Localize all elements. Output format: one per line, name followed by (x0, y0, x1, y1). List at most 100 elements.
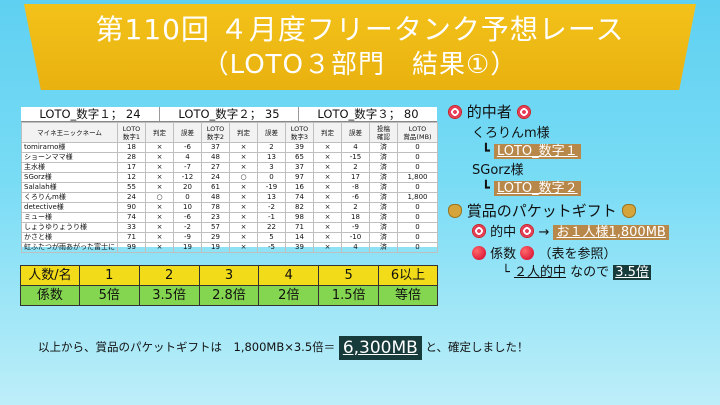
factor-cell: 2倍 (258, 285, 320, 306)
count-cell: 4 (258, 265, 320, 286)
table-cell: × (229, 202, 258, 213)
table-cell: × (313, 242, 342, 253)
table-cell: -2 (257, 202, 286, 213)
table-cell: 17 (117, 162, 146, 173)
scoreboard: LOTO_数字１； 24 LOTO_数字２； 35 LOTO_数字３； 80 マ… (21, 107, 438, 253)
table-header-cell: LOTO 数字2 (201, 122, 230, 143)
total-prize: 6,300MB (338, 335, 422, 360)
table-cell: 57 (201, 222, 230, 233)
table-cell: -1 (257, 212, 286, 223)
table-row: ショーンママ様 28 × 4 48 × 13 65 × -15 済 0 (21, 152, 438, 163)
table-cell: 0 (397, 162, 438, 173)
multiplier-header-row: 人数/名 1 2 3 4 5 6以上 (20, 265, 438, 286)
winner-2-category: LOTO_数字２ (493, 181, 581, 196)
results-table: マイネ王ニックネーム LOTO 数字1 判定 誤差 LOTO 数字2 判定 誤差 LOTO 数字3 判… (21, 122, 438, 253)
money-bag-icon (448, 204, 462, 218)
nickname-cell: ショーンママ様 (21, 152, 118, 163)
table-row: Salalah様 55 × 20 61 × -19 16 × -8 済 0 (21, 182, 438, 193)
table-header-cell: 誤差 (257, 122, 286, 143)
table-row: かさと様 71 × -9 29 × 5 14 × -10 済 0 (21, 232, 438, 243)
table-cell: 28 (117, 152, 146, 163)
table-row: SGorz様 12 × -12 24 ○ 0 97 × 17 済 1,800 (21, 172, 438, 183)
count-cell: 2 (138, 265, 200, 286)
title-banner: 第110回 ４月度フリータンク予想レース （LOTO３部門 結果①） (24, 4, 696, 90)
table-cell: 19 (173, 242, 202, 253)
table-cell: 済 (369, 222, 398, 233)
conclusion-suffix: と、確定しました！ (425, 340, 529, 354)
table-cell: -6 (173, 212, 202, 223)
table-cell: × (229, 162, 258, 173)
table-cell: 4 (173, 152, 202, 163)
nickname-cell: Salalah様 (21, 182, 118, 193)
table-cell: × (229, 192, 258, 203)
table-cell: -6 (173, 142, 202, 153)
table-cell: 済 (369, 172, 398, 183)
table-cell: 19 (201, 242, 230, 253)
table-cell: 17 (341, 172, 370, 183)
table-header-cell: 判定 (313, 122, 342, 143)
table-cell: 98 (285, 212, 314, 223)
table-cell: 20 (173, 182, 202, 193)
hit-value: お１人様1,800MB (553, 225, 669, 240)
table-cell: -2 (173, 222, 202, 233)
table-cell: 済 (369, 192, 398, 203)
nickname-cell: 虹ふたつが雨あがった富士に 様 (21, 242, 118, 253)
table-header-cell: LOTO 数字1 (117, 122, 146, 143)
table-cell: × (313, 172, 342, 183)
nickname-cell: tomirarno様 (21, 142, 118, 153)
table-cell: 65 (285, 152, 314, 163)
table-cell: × (145, 172, 174, 183)
table-cell: × (145, 232, 174, 243)
table-cell: 16 (285, 182, 314, 193)
table-cell: 22 (257, 222, 286, 233)
table-cell: 済 (369, 212, 398, 223)
table-cell: 55 (117, 182, 146, 193)
table-cell: × (313, 232, 342, 243)
conclusion-text: 以上から、賞品のパケットギフトは 1,800MB×3.5倍＝ 6,300MB と… (38, 335, 529, 360)
winners-heading: 的中者 (448, 103, 531, 121)
red-circle-icon (520, 246, 535, 260)
table-cell: 済 (369, 232, 398, 243)
factor-cell: 2.8倍 (198, 285, 260, 306)
table-cell: 0 (397, 182, 438, 193)
table-cell: 39 (285, 242, 314, 253)
banner-subtitle: （LOTO３部門 結果①） (202, 50, 518, 80)
winning-digits-header: LOTO_数字１； 24 LOTO_数字２； 35 LOTO_数字３； 80 (21, 107, 437, 122)
factor-cell: 等倍 (378, 285, 438, 306)
coef-detail-hits: ２人的中 (513, 265, 566, 280)
coef-detail-row: └ ２人的中 なので 3.5倍 (502, 264, 651, 282)
nickname-cell: ミュー様 (21, 212, 118, 223)
table-row: ミュー様 74 × -6 23 × -1 98 × 18 済 0 (21, 212, 438, 223)
money-bag-icon (621, 204, 636, 218)
table-cell: -15 (341, 152, 370, 163)
table-cell: 0 (397, 152, 438, 163)
table-cell: 0 (397, 242, 438, 253)
table-cell: 0 (397, 212, 438, 223)
coef-detail-mid: なので (570, 265, 610, 280)
winner-2-name: SGorz様 (472, 163, 524, 178)
table-cell: × (145, 222, 174, 233)
tree-branch: └ (502, 265, 510, 280)
table-cell: 37 (201, 142, 230, 153)
table-cell: 37 (285, 162, 314, 173)
table-cell: × (313, 192, 342, 203)
table-cell: ○ (145, 192, 174, 203)
loto-digit-2: LOTO_数字２； 35 (160, 107, 299, 121)
table-cell: 0 (397, 232, 438, 243)
table-cell: × (229, 222, 258, 233)
table-cell: -8 (341, 182, 370, 193)
table-cell: 71 (285, 222, 314, 233)
table-cell: 97 (285, 172, 314, 183)
multiplier-factor-row: 係数 5倍 3.5倍 2.8倍 2倍 1.5倍 等倍 (20, 285, 438, 306)
table-cell: 13 (257, 192, 286, 203)
table-cell: -5 (257, 242, 286, 253)
target-icon (472, 224, 486, 238)
table-cell: 0 (397, 222, 438, 233)
table-row: detective様 90 × 10 78 × -2 82 × 2 済 0 (21, 202, 438, 213)
count-cell: 5 (318, 265, 380, 286)
table-cell: 5 (257, 232, 286, 243)
prize-title: 賞品のパケットギフト (466, 202, 617, 220)
nickname-cell: しょうゆりょうり様 (21, 222, 118, 233)
table-cell: 29 (201, 232, 230, 243)
table-cell: 33 (117, 222, 146, 233)
